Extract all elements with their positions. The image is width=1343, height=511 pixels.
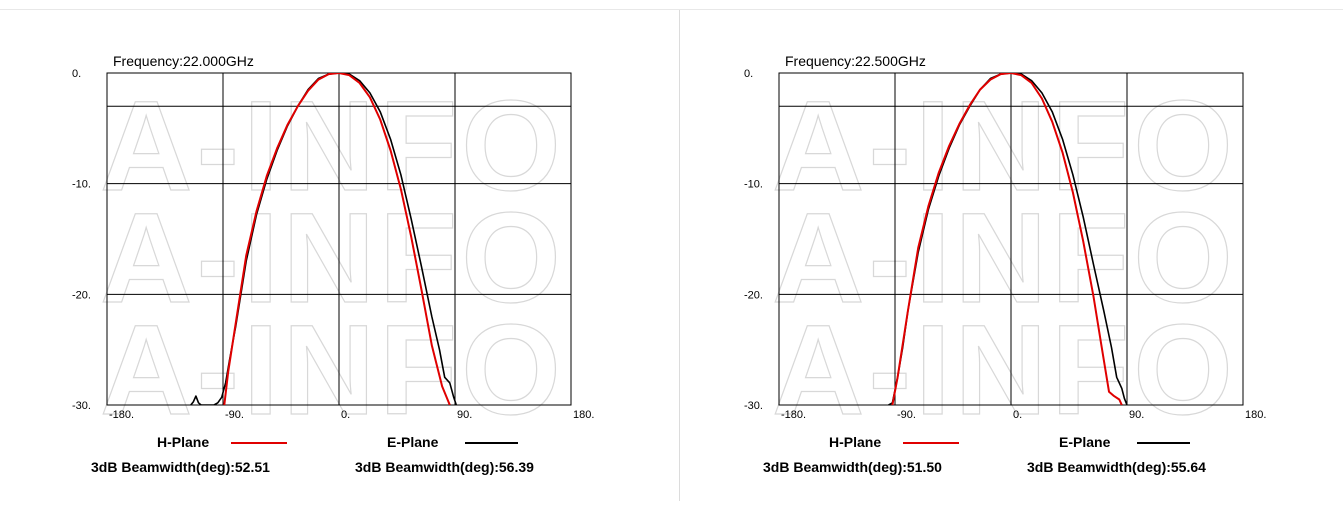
top-rule <box>0 9 1343 10</box>
x-tick-label: 180. <box>573 409 594 421</box>
x-tick-label: -180. <box>781 409 806 421</box>
chart-right: A-INFOA-INFOA-INFOFrequency:22.500GHz0.-… <box>744 53 1266 475</box>
beamwidth-label-e-plane: 3dB Beamwidth(deg):56.39 <box>355 459 534 475</box>
series-line-h-plane <box>891 73 1123 405</box>
beamwidth-label-e-plane: 3dB Beamwidth(deg):55.64 <box>1027 459 1206 475</box>
x-tick-label: 0. <box>341 409 350 421</box>
x-tick-label: -90. <box>225 409 244 421</box>
beamwidth-label-h-plane: 3dB Beamwidth(deg):52.51 <box>91 459 270 475</box>
chart-title: Frequency:22.000GHz <box>113 53 254 69</box>
x-tick-label: 0. <box>1013 409 1022 421</box>
legend-label-e-plane: E-Plane <box>387 434 439 450</box>
watermark-text: A-INFO <box>100 299 565 442</box>
x-tick-label: 90. <box>1129 409 1144 421</box>
x-tick-label: 90. <box>457 409 472 421</box>
chart-title: Frequency:22.500GHz <box>785 53 926 69</box>
y-tick-label: -10. <box>744 179 763 191</box>
watermark-text: A-INFO <box>100 187 565 330</box>
y-tick-label: -30. <box>744 400 763 412</box>
x-tick-label: -180. <box>109 409 134 421</box>
watermark-text: A-INFO <box>772 299 1237 442</box>
beamwidth-label-h-plane: 3dB Beamwidth(deg):51.50 <box>763 459 942 475</box>
y-tick-label: 0. <box>72 68 81 80</box>
watermark-text: A-INFO <box>772 75 1237 218</box>
panel-divider <box>679 10 680 501</box>
legend-label-e-plane: E-Plane <box>1059 434 1111 450</box>
y-tick-label: 0. <box>744 68 753 80</box>
y-tick-label: -30. <box>72 400 91 412</box>
series-line-h-plane <box>223 73 451 405</box>
x-tick-label: -90. <box>897 409 916 421</box>
watermark-text: A-INFO <box>772 187 1237 330</box>
y-tick-label: -20. <box>72 289 91 301</box>
x-tick-label: 180. <box>1245 409 1266 421</box>
watermark-text: A-INFO <box>100 75 565 218</box>
legend-label-h-plane: H-Plane <box>829 434 881 450</box>
y-tick-label: -20. <box>744 289 763 301</box>
legend-label-h-plane: H-Plane <box>157 434 209 450</box>
chart-left: A-INFOA-INFOA-INFOFrequency:22.000GHz0.-… <box>72 53 594 475</box>
y-tick-label: -10. <box>72 179 91 191</box>
